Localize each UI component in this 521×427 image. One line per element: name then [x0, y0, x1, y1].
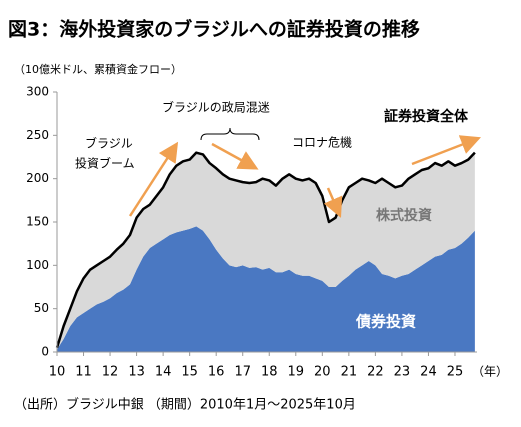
x-tick-label: 12	[102, 365, 119, 380]
y-tick-label: 100	[26, 258, 49, 272]
source: （出所）ブラジル中銀 （期間）2010年1月～2025年10月	[14, 397, 356, 413]
x-tick-label: 19	[288, 365, 305, 380]
annotation: ブラジルの政局混迷	[162, 100, 270, 115]
total-line	[55, 151, 476, 349]
area	[57, 152, 475, 350]
arrow	[411, 135, 481, 166]
x-tick-label: 18	[261, 365, 278, 380]
y-tick-label: 150	[26, 215, 49, 229]
arrow	[323, 187, 343, 218]
x-tick-label: 22	[367, 365, 384, 380]
x-tick-label: 15	[181, 365, 198, 380]
x-axis-label: （年）	[472, 365, 508, 379]
annotation: ブラジル	[85, 136, 133, 151]
x-tick-label: 17	[234, 365, 251, 380]
subtitle: （10億米ドル、累積資金フロー）	[14, 62, 182, 76]
x-tick-label: 21	[341, 365, 358, 380]
annotation: 投資ブーム	[75, 156, 135, 171]
arrow	[211, 142, 259, 170]
y-tick-label: 250	[26, 128, 49, 142]
arrow	[128, 141, 179, 217]
y-tick-label: 200	[26, 171, 49, 185]
x-tick-label: 13	[128, 365, 145, 380]
x-tick-label: 16	[208, 365, 225, 380]
area	[57, 226, 475, 352]
total-label: 証券投資全体	[384, 108, 469, 125]
series-label: 株式投資	[376, 207, 432, 224]
x-tick-label: 25	[447, 365, 464, 380]
bracket	[200, 127, 260, 141]
y-tick-label: 0	[41, 345, 49, 359]
series-label: 債券投資	[355, 313, 416, 331]
y-tick-label: 50	[34, 301, 49, 315]
x-tick-label: 24	[420, 365, 437, 380]
chart-title: 図3：海外投資家のブラジルへの証券投資の推移	[8, 18, 420, 41]
x-tick-label: 23	[394, 365, 411, 380]
x-tick-label: 11	[75, 365, 92, 380]
annotation: コロナ危機	[292, 135, 352, 150]
x-tick-label: 10	[49, 365, 66, 380]
plot-area: 0 50 100 150 200 250 300 10 11 12 13 14 15 16 17 18 19 20…	[26, 85, 477, 380]
x-tick-label: 20	[314, 365, 331, 380]
x-tick-label: 14	[155, 365, 172, 380]
y-tick-label: 300	[26, 85, 49, 99]
